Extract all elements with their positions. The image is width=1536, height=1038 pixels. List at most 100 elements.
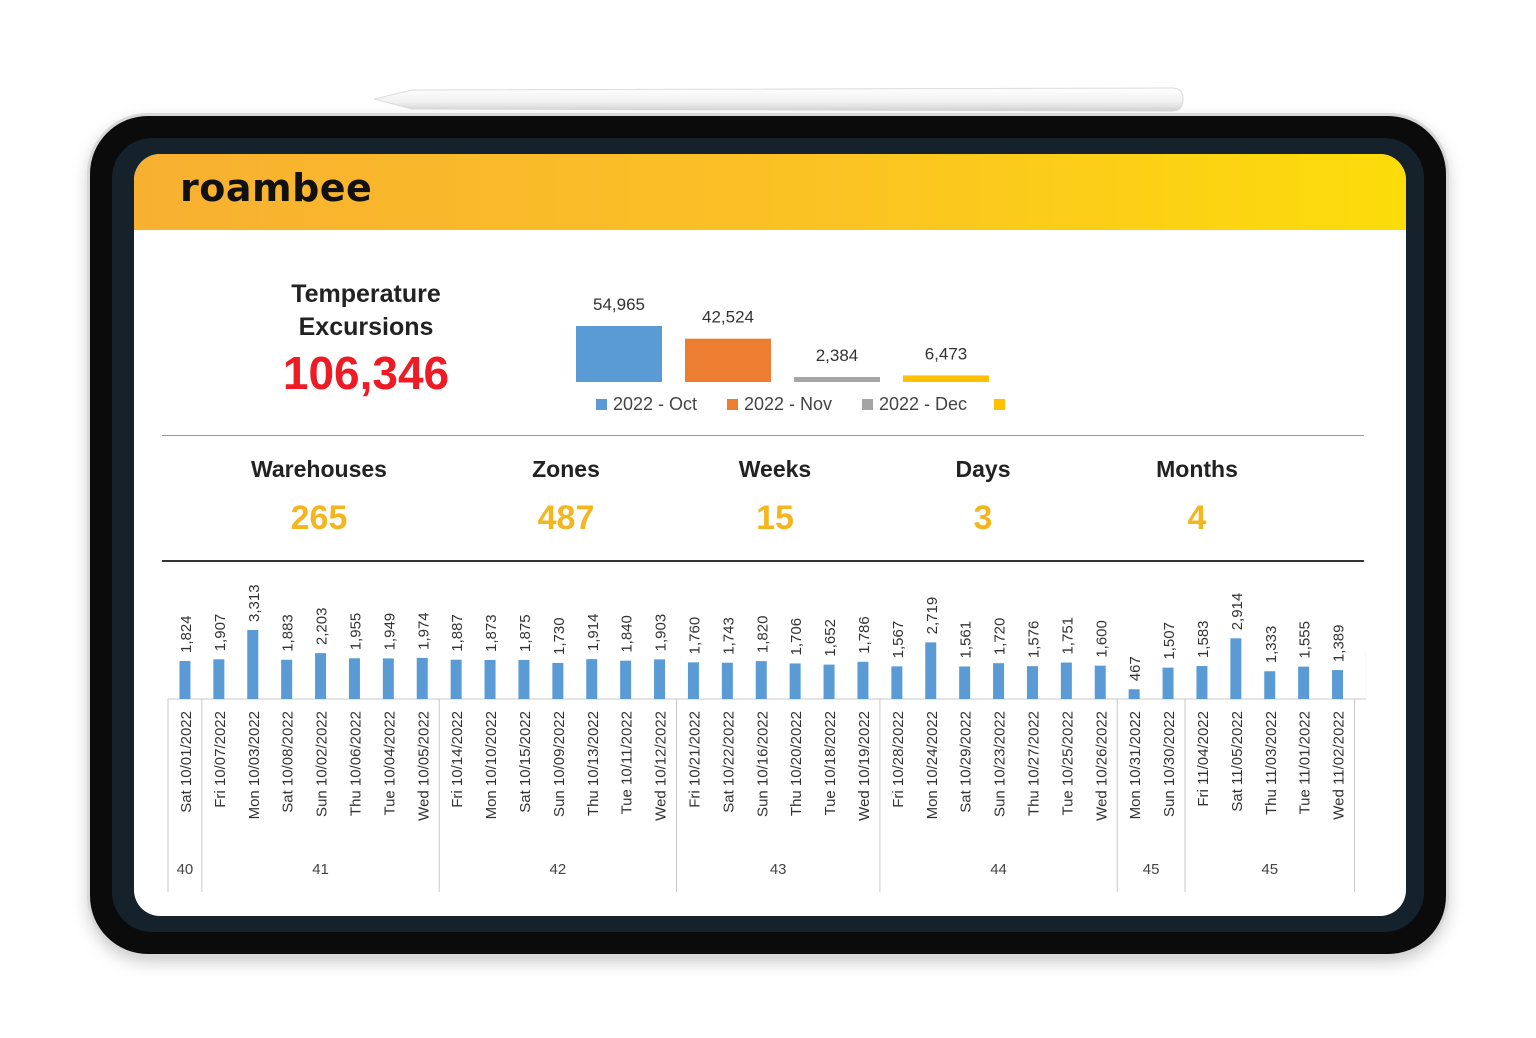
day-bar [213, 659, 225, 699]
day-category-label: Sun 10/02/2022 [314, 711, 331, 817]
day-bar [1264, 671, 1276, 699]
day-category-label: Wed 10/26/2022 [1093, 711, 1110, 821]
day-value-label: 1,786 [856, 616, 873, 654]
legend-swatch-1 [727, 399, 738, 410]
day-bar [179, 661, 191, 699]
day-bar [620, 660, 632, 699]
day-category-label: Sat 11/05/2022 [1229, 711, 1246, 812]
day-value-label: 1,333 [1263, 626, 1280, 664]
day-value-label: 2,719 [924, 597, 941, 635]
day-value-label: 1,949 [381, 613, 398, 651]
day-value-label: 1,507 [1161, 622, 1178, 660]
day-category-label: Wed 10/19/2022 [856, 711, 873, 821]
day-category-label: Sat 10/29/2022 [958, 711, 975, 813]
day-bar [450, 659, 462, 699]
day-bar [1332, 670, 1344, 699]
day-bar [382, 658, 394, 699]
day-category-label: Wed 10/05/2022 [415, 711, 432, 821]
day-value-label: 1,389 [1331, 625, 1348, 663]
day-category-label: Tue 10/25/2022 [1059, 711, 1076, 816]
day-value-label: 1,576 [1025, 621, 1042, 659]
day-category-label: Sun 10/30/2022 [1161, 711, 1178, 817]
day-bar [1060, 662, 1072, 699]
legend-label: 2022 - Oct [613, 394, 697, 414]
day-value-label: 1,955 [347, 613, 364, 651]
day-bar [416, 657, 428, 699]
day-category-label: Sun 10/23/2022 [992, 711, 1009, 817]
day-category-label: Mon 10/31/2022 [1127, 711, 1144, 819]
top-divider [162, 435, 1364, 436]
day-bar [1026, 666, 1038, 699]
day-value-label: 1,743 [720, 617, 737, 655]
week-label: 41 [312, 861, 329, 878]
week-label: 42 [550, 861, 567, 878]
stylus-pencil [373, 87, 1184, 112]
day-value-label: 1,907 [212, 614, 229, 652]
kpi-total-value: 106,346 [282, 347, 450, 399]
month-value-label: 2,384 [816, 346, 859, 365]
week-label: 44 [990, 861, 1007, 878]
day-value-label: 1,974 [415, 612, 432, 650]
week-label: 40 [177, 861, 194, 878]
day-bar [959, 666, 971, 699]
day-value-label: 467 [1127, 656, 1144, 681]
day-category-label: Thu 10/20/2022 [788, 711, 805, 816]
day-category-label: Wed 10/12/2022 [653, 711, 670, 821]
day-bar [315, 653, 327, 699]
legend-label: 2022 - Dec [879, 394, 967, 414]
month-value-label: 54,965 [593, 295, 645, 314]
month-bar-2 [794, 377, 880, 382]
month-bar-0 [576, 326, 662, 382]
day-bar [857, 661, 869, 699]
week-label: 43 [770, 861, 787, 878]
day-category-label: Mon 10/03/2022 [246, 711, 263, 819]
week-label: 45 [1261, 861, 1278, 878]
day-category-label: Thu 11/03/2022 [1263, 711, 1280, 815]
daily-excursions-chart: 1,824 Sat 10/01/2022 1,907 Fri 10/07/2022 3,… [167, 584, 1366, 892]
day-value-label: 1,760 [686, 617, 703, 655]
day-value-label: 2,914 [1229, 593, 1246, 631]
day-value-label: 1,887 [449, 614, 466, 652]
day-bar [789, 663, 801, 699]
day-category-label: Fri 10/14/2022 [449, 711, 466, 808]
day-value-label: 1,720 [992, 618, 1009, 656]
day-category-label: Sat 10/15/2022 [517, 711, 534, 813]
stat-weeks: Weeks 15 [738, 456, 812, 537]
day-bar [1196, 666, 1208, 699]
day-value-label: 1,706 [788, 618, 805, 656]
day-category-label: Thu 10/06/2022 [347, 711, 364, 816]
stat-zones: Zones 487 [532, 456, 600, 537]
day-bar [1162, 667, 1174, 699]
day-category-label: Tue 10/18/2022 [822, 711, 839, 816]
day-bar [484, 659, 496, 699]
day-value-label: 1,600 [1093, 620, 1110, 658]
day-category-label: Tue 10/04/2022 [381, 711, 398, 816]
kpi-title: Temperature Excursions [291, 280, 441, 341]
day-value-label: 1,873 [483, 614, 500, 652]
day-bar [891, 666, 903, 699]
legend-swatch-3 [994, 399, 1005, 410]
dashboard-screen: roambee Temperature Excursions 106,346 5… [134, 154, 1406, 916]
monthly-excursions-chart: 54,965 42,524 2,384 6,473 2022 - Oct 2022 - N… [576, 295, 1005, 414]
day-category-label: Thu 10/13/2022 [585, 711, 602, 816]
day-category-label: Fri 10/28/2022 [890, 711, 907, 808]
day-category-label: Sun 10/16/2022 [754, 711, 771, 817]
day-value-label: 1,652 [822, 619, 839, 657]
day-category-label: Tue 10/11/2022 [619, 711, 636, 814]
month-bar-3 [903, 375, 989, 382]
day-category-label: Thu 10/27/2022 [1025, 711, 1042, 816]
day-category-label: Fri 10/21/2022 [686, 711, 703, 808]
day-bar [247, 630, 259, 699]
day-bar [1230, 638, 1242, 699]
legend-swatch-2 [862, 399, 873, 410]
day-value-label: 1,824 [178, 615, 195, 653]
day-category-label: Fri 11/04/2022 [1195, 711, 1212, 807]
day-category-label: Tue 11/01/2022 [1297, 711, 1314, 814]
day-value-label: 1,555 [1297, 621, 1314, 659]
stat-days: Days 3 [955, 456, 1011, 537]
week-label: 45 [1143, 861, 1160, 878]
day-category-label: Fri 11/11/2022 [1364, 711, 1366, 806]
day-category-label: Sat 10/01/2022 [178, 711, 195, 813]
day-value-label: 1,561 [958, 621, 975, 659]
brand-header: roambee [134, 154, 1406, 230]
